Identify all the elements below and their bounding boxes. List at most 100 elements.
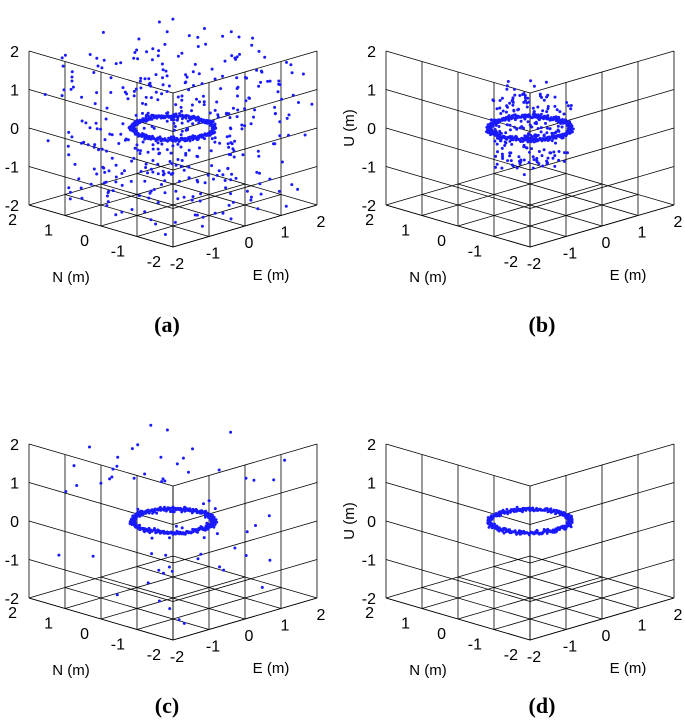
caption-d: (d) (528, 693, 556, 718)
scatter-point (224, 112, 228, 116)
scatter-point (171, 144, 175, 148)
scatter-point (236, 94, 239, 98)
scatter-point (546, 135, 550, 139)
z-tick-label: 1 (10, 83, 19, 100)
scatter-point (126, 97, 130, 101)
ring-point (130, 517, 134, 520)
scatter-point (134, 113, 138, 117)
scatter-point (134, 87, 138, 91)
scatter-point (136, 443, 140, 447)
scatter-point (75, 484, 79, 487)
scatter-point (184, 114, 188, 118)
scatter-point (515, 166, 519, 170)
scatter-point (303, 133, 307, 137)
scatter-point (523, 99, 527, 103)
scatter-point (156, 147, 160, 151)
scatter-point (121, 122, 125, 126)
z-tick-label: 2 (367, 44, 376, 61)
scatter-point (143, 472, 147, 476)
ring-point (181, 117, 184, 121)
scatter-point (500, 166, 504, 170)
scatter-point (244, 99, 248, 103)
scatter-point (496, 150, 499, 154)
scatter-point (160, 92, 164, 96)
scatter-point (277, 82, 281, 86)
scatter-point (235, 55, 239, 59)
scatter-point (535, 156, 539, 160)
scatter-point (228, 134, 232, 138)
scatter-point (541, 164, 545, 168)
scatter-point (498, 106, 502, 110)
scatter-point (151, 147, 155, 151)
scatter-point (268, 177, 272, 181)
scatter-point (80, 95, 84, 99)
scatter-point (553, 164, 557, 168)
n-tick-label: 0 (437, 233, 446, 250)
scatter-point (130, 159, 134, 163)
scatter-point (202, 502, 205, 506)
z-tick-label: -1 (362, 160, 376, 177)
scatter-point (548, 127, 552, 131)
scatter-point (505, 84, 509, 88)
ring-point (139, 509, 142, 513)
u-axis-label: U (m) (0, 109, 1, 147)
scatter-point (500, 152, 504, 156)
scatter-point (203, 27, 206, 30)
scatter-point (166, 111, 170, 115)
scatter-point (523, 134, 527, 138)
scatter-point (546, 93, 550, 97)
e-axis-label: E (m) (610, 267, 647, 284)
scatter-point (180, 129, 184, 133)
scatter-point (62, 88, 66, 92)
scatter-point (310, 102, 314, 106)
scatter-point (240, 123, 244, 127)
scatter-point (84, 121, 88, 125)
e-axis-label: E (m) (610, 660, 647, 677)
scatter-point (196, 180, 200, 184)
ring-point (190, 511, 194, 515)
scatter-point (525, 146, 529, 150)
scatter-point (111, 467, 115, 471)
scatter-point (526, 120, 530, 124)
scatter-point (254, 524, 257, 527)
scatter-point (207, 120, 211, 124)
ring-point (141, 117, 145, 120)
scatter-point (196, 557, 200, 561)
scatter-point (533, 133, 537, 137)
scatter-point (501, 154, 504, 158)
e-tick-label: -1 (563, 246, 577, 263)
scatter-point (272, 142, 275, 146)
scatter-point (157, 568, 161, 572)
ring-point (563, 118, 567, 122)
scatter-point (229, 30, 233, 34)
data-points (43, 17, 314, 236)
scatter-point (562, 112, 566, 116)
scatter-point (144, 95, 148, 99)
grid-line (529, 520, 675, 564)
scatter-point (70, 79, 74, 83)
scatter-point (532, 158, 536, 162)
scatter-point (164, 69, 168, 73)
scatter-point (296, 187, 300, 191)
n-tick-label: 1 (44, 223, 53, 240)
ring-point (200, 511, 204, 515)
scatter-point (249, 198, 253, 202)
scatter-point (290, 71, 294, 75)
scatter-point (136, 148, 140, 152)
scatter-point (216, 115, 220, 119)
scatter-point (114, 213, 118, 217)
scatter-point (157, 151, 161, 155)
scatter-point (258, 182, 262, 186)
scatter-point (103, 138, 107, 142)
scatter-point (257, 84, 261, 88)
scatter-point (523, 96, 527, 100)
z-tick-label: 1 (10, 476, 19, 493)
e-tick-label: 2 (317, 214, 326, 231)
grid-line (385, 482, 531, 525)
scatter-point (161, 83, 165, 87)
grid-lines (28, 50, 318, 248)
scatter-point (187, 470, 190, 474)
scatter-point (148, 81, 152, 85)
scatter-point (187, 165, 191, 169)
